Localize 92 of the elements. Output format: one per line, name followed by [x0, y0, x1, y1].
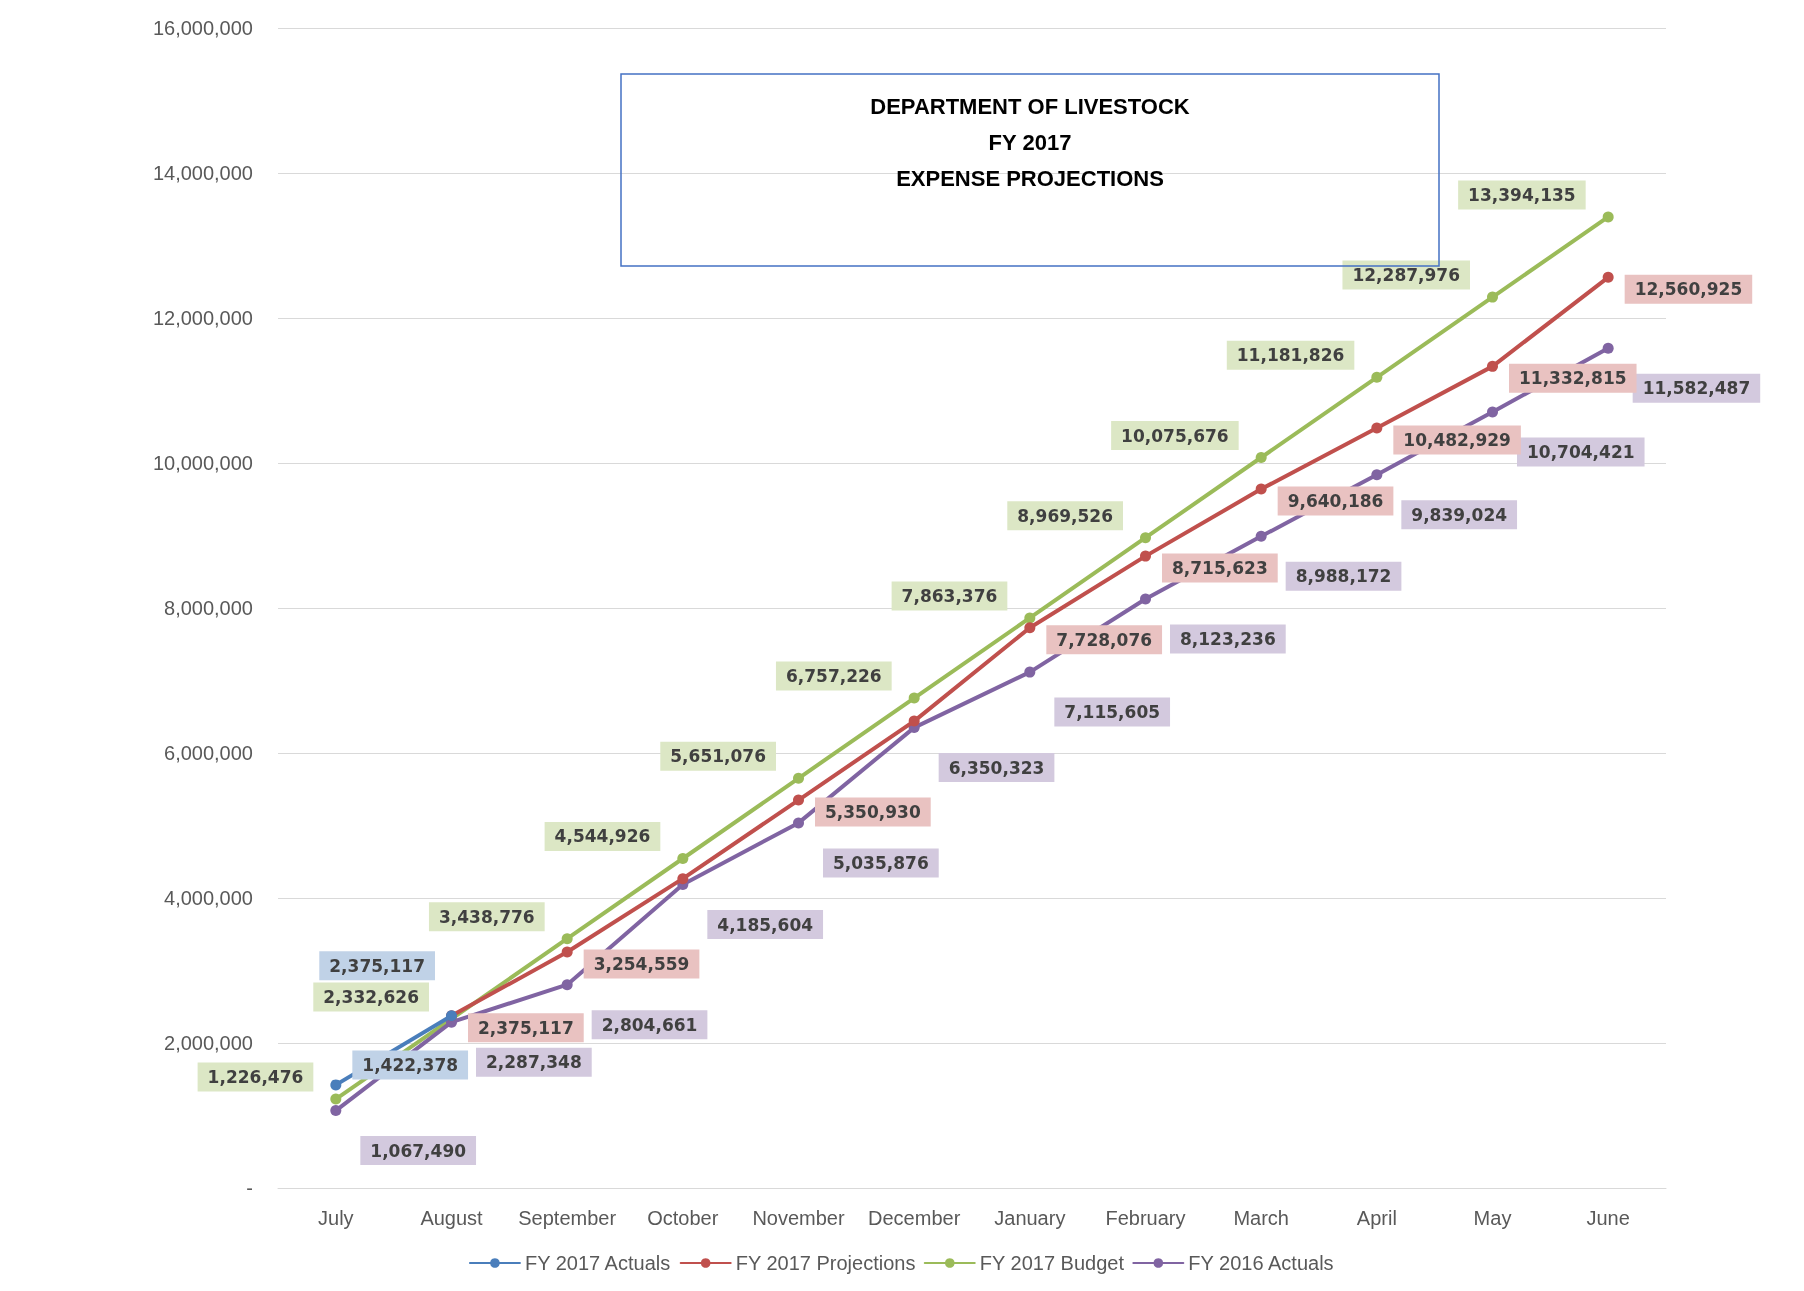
- point: [561, 933, 573, 945]
- data-label: 2,375,117: [478, 1017, 574, 1038]
- data-label: 5,651,076: [670, 746, 766, 767]
- x-tick-label: October: [647, 1207, 719, 1229]
- point: [1371, 371, 1383, 383]
- point: [793, 794, 804, 806]
- x-tick-label: August: [420, 1207, 484, 1229]
- point: [330, 1079, 342, 1091]
- point: [1140, 532, 1151, 544]
- data-label: 7,863,376: [901, 585, 998, 606]
- point: [677, 853, 689, 864]
- data-label: 3,254,559: [593, 954, 690, 975]
- data-label: 13,394,135: [1468, 184, 1576, 205]
- data-label: 2,804,661: [601, 1014, 698, 1035]
- data-label: 11,181,826: [1236, 345, 1345, 366]
- point: [330, 1105, 342, 1117]
- data-label: 8,988,172: [1295, 566, 1392, 587]
- data-label: 11,332,815: [1519, 368, 1627, 389]
- point: [1255, 452, 1267, 464]
- y-tick-label: 4,000,000: [164, 887, 253, 909]
- x-tick-label: May: [1473, 1207, 1512, 1229]
- data-label: 2,287,348: [486, 1052, 582, 1073]
- point: [1602, 211, 1614, 223]
- data-label: 1,422,378: [362, 1054, 459, 1075]
- y-tick-label: 14,000,000: [152, 162, 253, 184]
- point: [1024, 622, 1036, 634]
- point: [1602, 342, 1614, 354]
- legend-label: FY 2017 Actuals: [524, 1252, 671, 1274]
- legend-label: FY 2017 Budget: [979, 1252, 1125, 1274]
- legend-label: FY 2016 Actuals: [1188, 1252, 1334, 1274]
- data-label: 2,332,626: [323, 986, 419, 1007]
- data-label: 6,350,323: [948, 757, 1045, 778]
- x-tick-label: April: [1356, 1207, 1397, 1229]
- point: [677, 873, 689, 885]
- data-label: 1,226,476: [207, 1067, 304, 1088]
- data-label: 3,438,776: [438, 906, 535, 927]
- x-tick-label: November: [752, 1207, 845, 1229]
- y-tick-label: -: [246, 1177, 253, 1199]
- point: [1255, 530, 1267, 542]
- x-tick-label: December: [868, 1207, 961, 1229]
- y-tick-label: 8,000,000: [164, 597, 253, 619]
- x-tick-label: February: [1105, 1207, 1186, 1229]
- x-tick-label: July: [318, 1207, 354, 1229]
- data-label: 9,839,024: [1411, 504, 1508, 525]
- y-tick-label: 2,000,000: [164, 1032, 253, 1054]
- point: [561, 946, 573, 958]
- point: [1487, 291, 1498, 303]
- x-tick-label: March: [1233, 1207, 1289, 1229]
- point: [1371, 422, 1383, 434]
- y-tick-label: 10,000,000: [152, 452, 253, 474]
- x-tick-label: June: [1586, 1207, 1630, 1229]
- point: [1487, 406, 1498, 418]
- data-label: 8,969,526: [1017, 505, 1113, 526]
- data-label: 8,715,623: [1172, 558, 1268, 579]
- data-label: 12,287,976: [1352, 265, 1460, 286]
- point: [330, 1093, 342, 1105]
- data-label: 12,560,925: [1634, 279, 1743, 300]
- point: [793, 817, 804, 829]
- point: [1024, 612, 1036, 624]
- data-label: 7,728,076: [1056, 629, 1153, 650]
- data-label: 5,035,876: [833, 852, 929, 873]
- y-tick-label: 16,000,000: [152, 17, 253, 39]
- point: [561, 979, 573, 991]
- data-label: 9,640,186: [1287, 491, 1384, 512]
- data-label: 6,757,226: [785, 666, 882, 687]
- data-label: 10,704,421: [1527, 441, 1635, 462]
- point: [1255, 483, 1267, 495]
- text: DEPARTMENT OF LIVESTOCK FY 2017 EXPENSE PROJECTIONS: [870, 93, 1190, 191]
- point: [793, 772, 804, 784]
- point: [1487, 360, 1498, 372]
- y-tick-label: 12,000,000: [152, 307, 253, 329]
- point: [1024, 666, 1036, 678]
- data-label: 2,375,117: [329, 955, 425, 976]
- data-label: 10,075,676: [1121, 425, 1229, 446]
- data-label: 7,115,605: [1064, 702, 1161, 723]
- point: [908, 715, 920, 727]
- data-label: 4,544,926: [554, 826, 651, 847]
- point: [1602, 271, 1614, 283]
- data-label: 11,582,487: [1642, 378, 1751, 399]
- legend-label: FY 2017 Projections: [735, 1252, 916, 1274]
- data-label: 1,067,490: [370, 1140, 467, 1161]
- point: [1140, 550, 1151, 562]
- data-label: 4,185,604: [717, 914, 814, 935]
- data-label: 10,482,929: [1403, 429, 1511, 450]
- data-label: 5,350,930: [825, 802, 921, 823]
- y-tick-label: 6,000,000: [164, 742, 253, 764]
- x-tick-label: January: [994, 1207, 1066, 1229]
- point: [1371, 469, 1383, 481]
- data-label: 8,123,236: [1180, 629, 1276, 650]
- point: [1140, 593, 1151, 605]
- point: [908, 692, 920, 704]
- x-tick-label: September: [518, 1207, 617, 1229]
